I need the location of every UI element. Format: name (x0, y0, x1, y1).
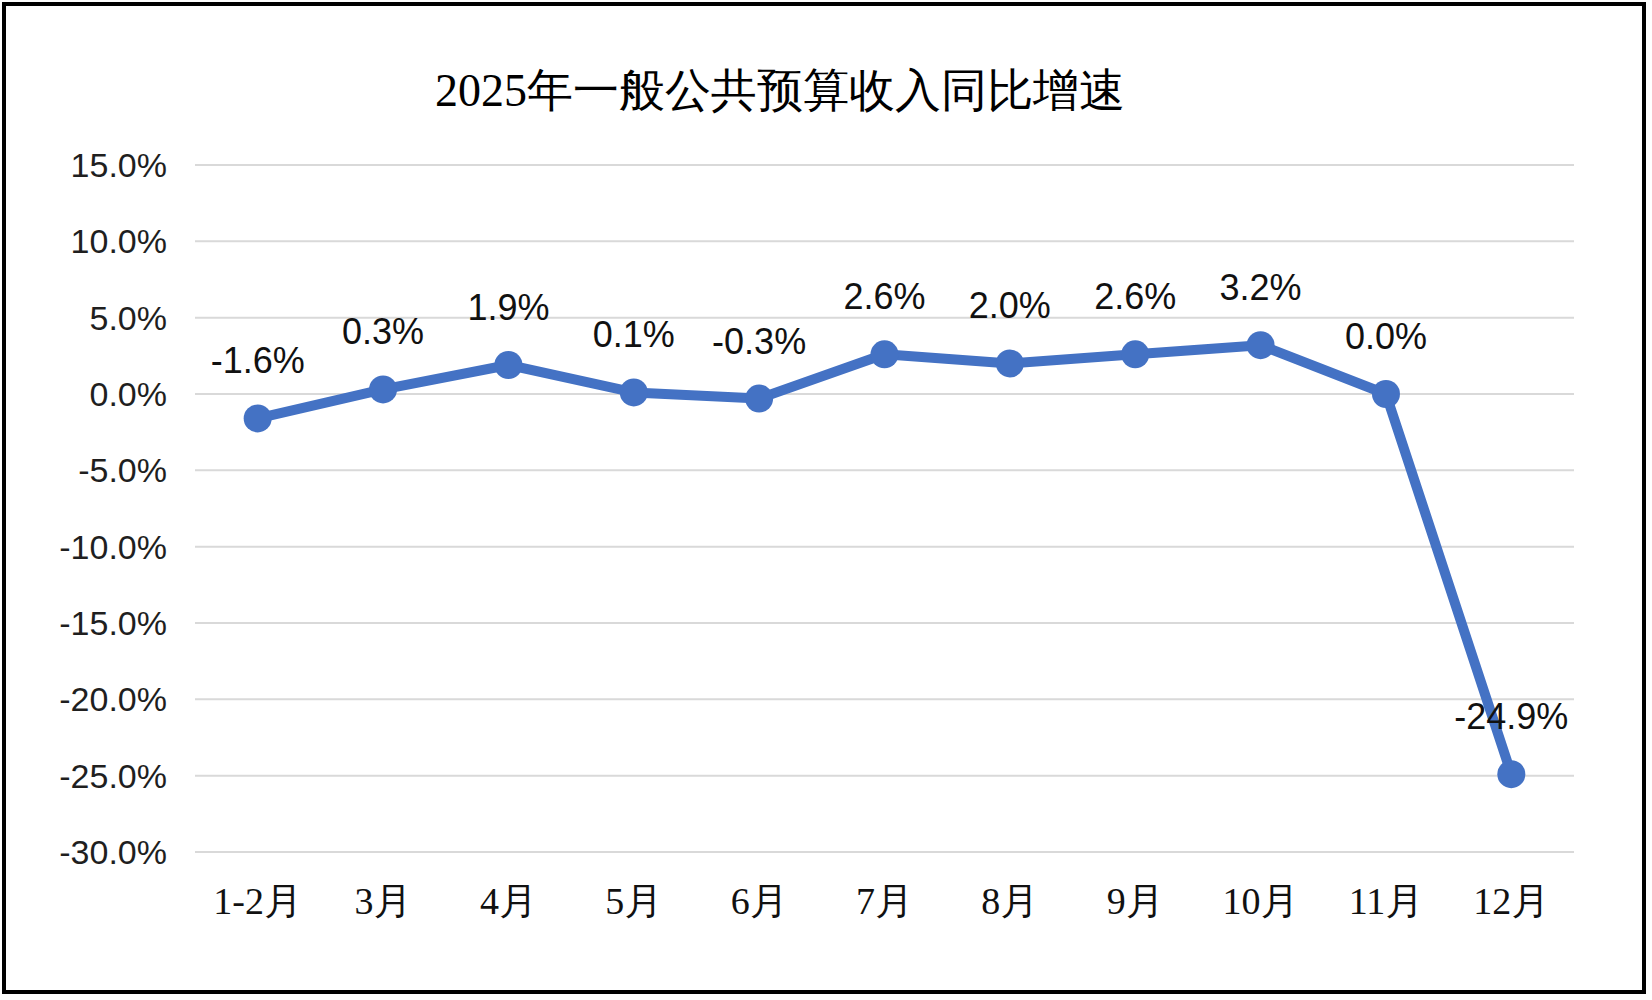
y-axis-labels: 15.0% 10.0% 5.0% 0.0% -5.0% -10.0% -15.0% -20.0… (59, 146, 167, 871)
data-point-label: 3.2% (1220, 267, 1302, 308)
data-point-marker (1497, 760, 1525, 788)
y-axis-tick-label: 15.0% (71, 146, 167, 184)
x-axis-labels: 1-2月 3月 4月 5月 6月 7月 8月 9月 10月 11月 12月 (213, 880, 1549, 922)
data-point-label: 2.0% (969, 285, 1051, 326)
y-axis-tick-label: 10.0% (71, 222, 167, 260)
x-axis-category-label: 11月 (1349, 880, 1424, 922)
y-axis-tick-label: -30.0% (59, 833, 167, 871)
data-point-label: 0.3% (342, 311, 424, 352)
data-point-marker (369, 375, 397, 403)
data-point-marker (244, 404, 272, 432)
data-point-label: 2.6% (843, 276, 925, 317)
x-axis-category-label: 7月 (856, 880, 913, 922)
data-point-marker (620, 378, 648, 406)
series-line (258, 345, 1512, 774)
data-point-marker (1247, 331, 1275, 359)
chart-frame: 2025年一般公共预算收入同比增速 15.0% 10.0% 5.0% 0.0% -5.0… (2, 2, 1646, 994)
data-point-label: 1.9% (467, 287, 549, 328)
data-point-marker (871, 340, 899, 368)
y-axis-tick-label: -20.0% (59, 680, 167, 718)
x-axis-category-label: 12月 (1473, 880, 1549, 922)
line-chart: 2025年一般公共预算收入同比增速 15.0% 10.0% 5.0% 0.0% -5.0… (6, 6, 1650, 998)
data-point-label: -24.9% (1454, 696, 1568, 737)
y-axis-tick-label: 5.0% (90, 299, 168, 337)
data-point-marker (1372, 380, 1400, 408)
data-point-label: 0.0% (1345, 316, 1427, 357)
data-point-marker (745, 385, 773, 413)
x-axis-category-label: 1-2月 (213, 880, 302, 922)
data-point-label: -0.3% (712, 321, 806, 362)
data-labels-group: -1.6% 0.3% 1.9% 0.1% -0.3% 2.6% 2.0% 2.6% 3.2% 0.… (211, 267, 1569, 737)
data-point-marker (1121, 340, 1149, 368)
y-axis-tick-label: -10.0% (59, 528, 167, 566)
x-axis-category-label: 3月 (355, 880, 412, 922)
y-axis-tick-label: -5.0% (78, 451, 167, 489)
y-axis-tick-label: -15.0% (59, 604, 167, 642)
x-axis-category-label: 8月 (981, 880, 1038, 922)
x-axis-category-label: 4月 (480, 880, 537, 922)
data-point-label: 0.1% (593, 314, 675, 355)
gridlines-group (195, 165, 1574, 852)
data-point-label: -1.6% (211, 340, 305, 381)
x-axis-category-label: 9月 (1107, 880, 1164, 922)
x-axis-category-label: 6月 (731, 880, 788, 922)
series-group (244, 331, 1526, 788)
chart-title: 2025年一般公共预算收入同比增速 (435, 65, 1125, 116)
x-axis-category-label: 5月 (605, 880, 662, 922)
data-point-marker (494, 351, 522, 379)
data-point-label: 2.6% (1094, 276, 1176, 317)
y-axis-tick-label: -25.0% (59, 757, 167, 795)
data-point-marker (996, 349, 1024, 377)
x-axis-category-label: 10月 (1223, 880, 1299, 922)
y-axis-tick-label: 0.0% (90, 375, 168, 413)
